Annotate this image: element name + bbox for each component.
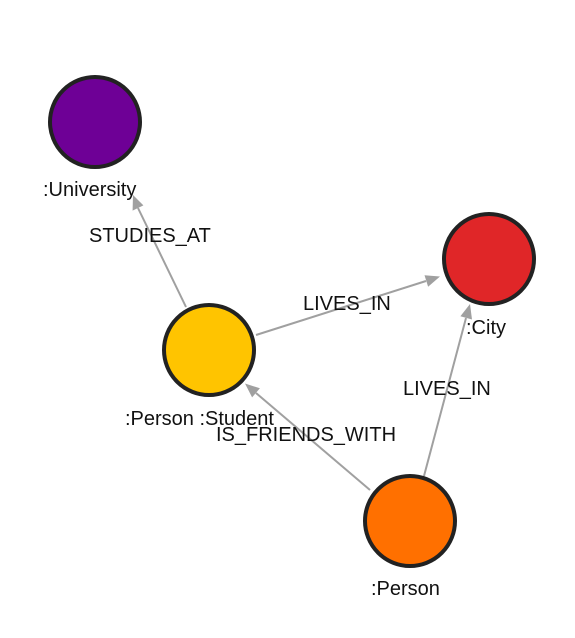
node-person[interactable]: :Person [363, 474, 457, 600]
edge-line [137, 207, 187, 308]
node-label-university: :University [43, 179, 136, 201]
arrowhead-icon [132, 195, 144, 211]
edge-studies-at[interactable]: STUDIES_AT [89, 195, 211, 308]
edge-lives-in-person[interactable]: LIVES_IN [403, 304, 491, 477]
node-person-student[interactable]: :Person :Student [125, 303, 274, 430]
edge-label-studies-at: STUDIES_AT [89, 225, 211, 247]
node-circle-person-student[interactable] [162, 303, 256, 397]
edge-label-is-friends-with: IS_FRIENDS_WITH [216, 424, 396, 446]
node-university[interactable]: :University [43, 75, 142, 201]
arrowhead-icon [424, 275, 440, 287]
node-label-person-student: :Person :Student [125, 408, 274, 430]
edge-line [423, 317, 467, 477]
arrowhead-icon [245, 383, 260, 398]
edge-label-lives-in-person: LIVES_IN [403, 378, 491, 400]
edge-line [255, 280, 427, 336]
node-label-person: :Person [371, 578, 440, 600]
edge-line [255, 392, 371, 491]
edge-is-friends-with[interactable]: IS_FRIENDS_WITH [216, 383, 396, 491]
node-city[interactable]: :City [442, 212, 536, 339]
arrowhead-icon [460, 304, 472, 320]
edge-lives-in-student[interactable]: LIVES_IN [255, 275, 440, 336]
node-circle-person[interactable] [363, 474, 457, 568]
node-circle-university[interactable] [48, 75, 142, 169]
edge-label-lives-in-student: LIVES_IN [303, 293, 391, 315]
node-label-city: :City [466, 317, 506, 339]
node-circle-city[interactable] [442, 212, 536, 306]
